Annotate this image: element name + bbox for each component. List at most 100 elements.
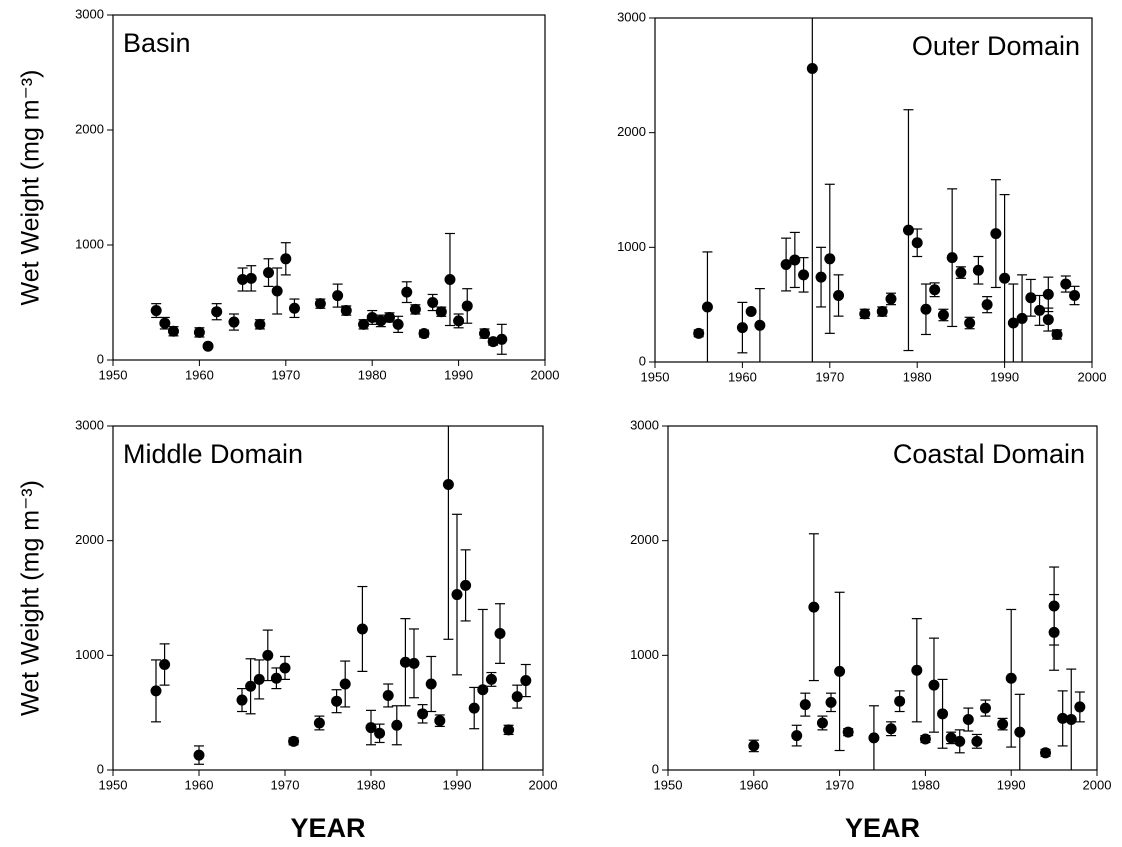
data-point	[1048, 626, 1060, 638]
data-point	[808, 601, 820, 613]
data-point	[453, 315, 465, 327]
y-tick-label: 1000	[75, 236, 104, 251]
data-point	[434, 715, 446, 727]
data-point	[399, 656, 411, 668]
data-point	[366, 311, 378, 323]
data-point	[228, 316, 240, 328]
data-point	[427, 297, 439, 308]
data-point	[435, 306, 447, 318]
data-point	[955, 267, 967, 279]
data-point	[270, 672, 282, 684]
data-point	[1042, 288, 1054, 300]
y-tick-label: 0	[652, 761, 659, 776]
data-point	[885, 723, 897, 735]
data-point	[496, 333, 508, 345]
data-point	[425, 678, 437, 690]
data-point	[1074, 701, 1086, 713]
data-point	[245, 680, 257, 692]
y-tick-label: 0	[97, 761, 104, 776]
data-point	[1014, 726, 1026, 738]
data-point	[375, 315, 387, 327]
data-point	[417, 708, 429, 720]
data-point	[313, 717, 325, 729]
x-tick-label: 1990	[444, 367, 473, 382]
data-point	[894, 695, 906, 707]
x-tick-label: 1990	[997, 777, 1026, 792]
x-tick-label: 2000	[531, 367, 560, 382]
data-point	[911, 237, 923, 249]
data-point	[815, 271, 827, 283]
data-point	[193, 326, 205, 338]
data-point	[444, 274, 456, 285]
data-point	[1060, 278, 1072, 290]
data-point	[791, 730, 803, 742]
plot-frame	[112, 425, 544, 771]
data-point	[954, 735, 966, 747]
x-tick-label: 1960	[185, 367, 214, 382]
data-point	[876, 306, 888, 318]
data-point	[314, 298, 326, 310]
data-point	[798, 269, 810, 281]
data-point	[401, 286, 413, 298]
data-point	[834, 665, 846, 677]
data-point	[236, 694, 248, 706]
data-point	[468, 702, 480, 714]
data-point	[816, 717, 828, 729]
data-point	[1005, 672, 1017, 684]
data-point	[990, 228, 1002, 240]
data-point	[263, 267, 275, 279]
data-point	[167, 325, 179, 337]
data-point	[339, 678, 351, 690]
data-point	[442, 478, 454, 490]
data-point	[494, 628, 506, 640]
data-point	[1007, 317, 1019, 329]
data-point	[1065, 714, 1077, 726]
x-tick-label: 1950	[99, 367, 128, 382]
data-point	[159, 317, 171, 329]
data-point	[253, 673, 265, 685]
data-point	[1069, 289, 1081, 301]
x-tick-label: 1980	[903, 369, 932, 384]
data-point	[920, 303, 932, 315]
data-point	[477, 684, 489, 696]
data-point	[964, 317, 976, 329]
data-point	[1040, 747, 1052, 759]
data-point	[868, 732, 880, 744]
data-point	[972, 264, 984, 276]
data-point	[150, 685, 162, 697]
data-point	[799, 699, 811, 711]
data-point	[833, 289, 845, 301]
x-tick-label: 1970	[271, 777, 300, 792]
data-point	[885, 293, 897, 305]
x-tick-label: 1960	[739, 777, 768, 792]
data-point	[382, 689, 394, 701]
y-axis-label: Wet Weight (mg m⁻³)	[17, 70, 45, 306]
x-tick-label: 1990	[990, 369, 1019, 384]
y-tick-label: 3000	[75, 6, 104, 21]
x-tick-label: 1980	[911, 777, 940, 792]
x-axis-label: YEAR	[290, 813, 365, 843]
data-point	[979, 702, 991, 714]
data-point	[520, 675, 532, 687]
data-point	[859, 308, 871, 320]
data-point	[340, 305, 352, 317]
data-point	[1016, 312, 1028, 324]
data-point	[736, 322, 748, 334]
y-tick-label: 1000	[630, 647, 659, 662]
y-tick-label: 0	[97, 351, 104, 366]
data-point	[806, 62, 818, 74]
data-point	[332, 290, 344, 302]
data-point	[451, 589, 463, 601]
data-point	[150, 305, 162, 317]
data-point	[701, 301, 713, 313]
x-tick-label: 1980	[358, 367, 387, 382]
data-point	[365, 722, 377, 734]
panel-title: Outer Domain	[912, 31, 1080, 61]
x-tick-label: 1950	[654, 777, 683, 792]
data-point	[331, 695, 343, 707]
y-tick-label: 2000	[630, 532, 659, 547]
data-point	[748, 740, 760, 752]
data-point	[693, 327, 705, 339]
x-tick-label: 1970	[271, 367, 300, 382]
y-axis-label: Wet Weight (mg m⁻³)	[17, 480, 45, 716]
